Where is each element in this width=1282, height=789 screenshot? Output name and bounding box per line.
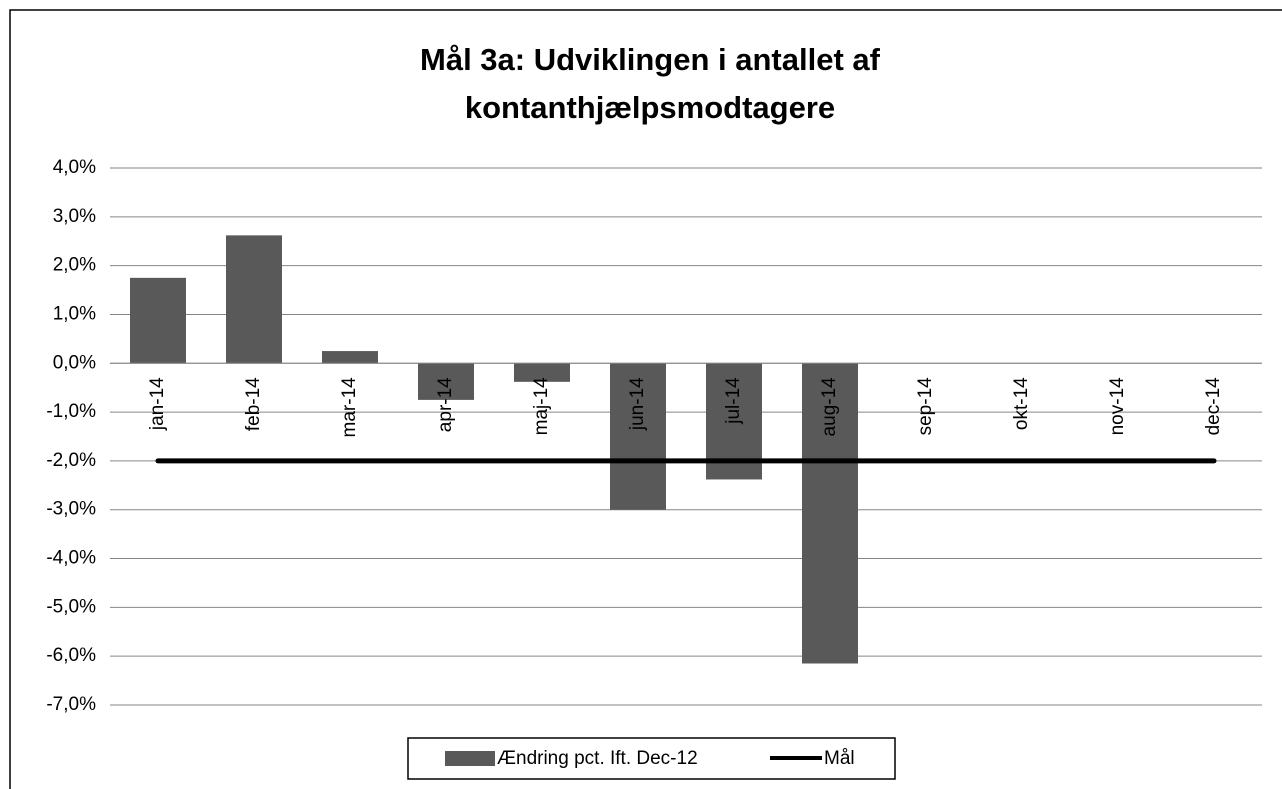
x-tick-label: maj-14	[531, 377, 552, 436]
x-tick-label: apr-14	[435, 377, 456, 432]
bar	[322, 351, 378, 364]
x-tick-label: jul-14	[723, 377, 744, 425]
y-tick-label: -6,0%	[46, 645, 96, 666]
x-tick-label: feb-14	[243, 377, 264, 431]
x-tick-label: aug-14	[819, 377, 840, 437]
y-tick-label: 2,0%	[53, 255, 96, 276]
x-tick-label: jun-14	[627, 377, 648, 431]
x-tick-label: mar-14	[339, 377, 360, 438]
bar	[610, 363, 666, 510]
y-tick-label: -5,0%	[46, 596, 96, 617]
bar	[802, 363, 858, 664]
y-tick-label: -2,0%	[46, 450, 96, 471]
x-tick-label: dec-14	[1203, 377, 1224, 436]
y-tick-label: -3,0%	[46, 499, 96, 520]
legend-swatch	[445, 751, 495, 766]
bar	[226, 235, 282, 364]
y-tick-label: -4,0%	[46, 548, 96, 569]
y-tick-label: 3,0%	[53, 206, 96, 227]
legend-label: Mål	[824, 748, 855, 769]
bar	[130, 277, 186, 364]
chart-title: Mål 3a: Udviklingen i antallet af	[420, 42, 881, 77]
x-tick-label: nov-14	[1107, 377, 1128, 436]
y-tick-label: 4,0%	[53, 157, 96, 178]
bar	[514, 363, 570, 382]
y-tick-label: -1,0%	[46, 401, 96, 422]
legend-label: Ændring pct. Ift. Dec-12	[497, 748, 698, 769]
x-tick-label: sep-14	[915, 377, 936, 436]
chart-frame	[9, 9, 1282, 789]
bar	[418, 363, 474, 400]
y-tick-label: -7,0%	[46, 694, 96, 715]
x-tick-label: jan-14	[147, 377, 168, 431]
y-tick-label: 0,0%	[53, 352, 96, 373]
y-tick-label: 1,0%	[53, 303, 96, 324]
x-tick-label: okt-14	[1011, 377, 1032, 430]
chart-title: kontanthjælpsmodtagere	[465, 90, 835, 125]
